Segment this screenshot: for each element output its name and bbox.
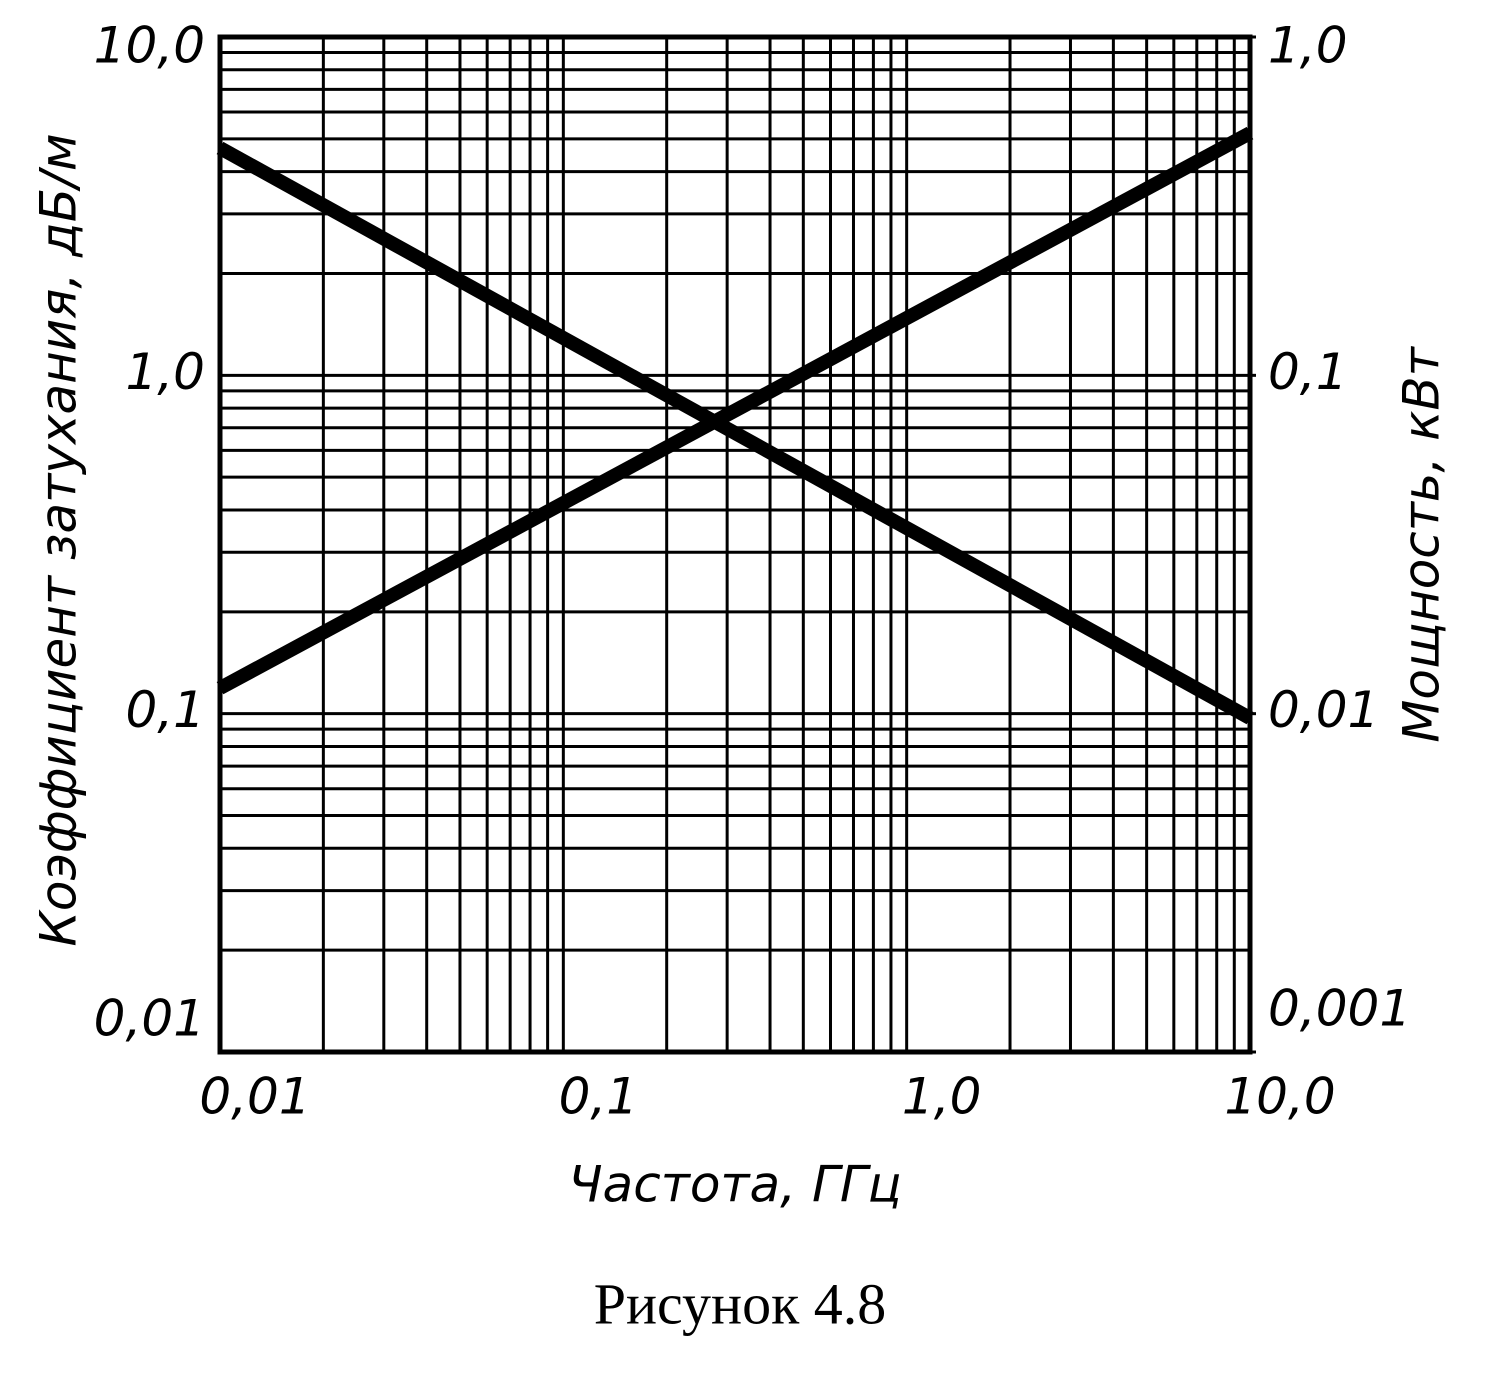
caption: Рисунок 4.8 bbox=[594, 1271, 887, 1336]
line bbox=[216, 141, 1254, 725]
y2-tick-label: 0,01 bbox=[1268, 681, 1379, 739]
y-tick-label: 1,0 bbox=[125, 343, 205, 401]
line bbox=[216, 126, 1254, 695]
x-tick-label: 10,0 bbox=[1224, 1068, 1335, 1126]
x-tick-label: 0,01 bbox=[199, 1068, 310, 1126]
x-tick-label: 0,1 bbox=[559, 1068, 639, 1126]
y2-tick-label: 0,1 bbox=[1268, 343, 1348, 401]
y-tick-label: 0,1 bbox=[125, 681, 205, 739]
y-tick-label: 0,01 bbox=[94, 990, 205, 1048]
x-tick-label: 1,0 bbox=[902, 1068, 982, 1126]
y-axis-label: Коэффициент затухания, дБ/м bbox=[30, 133, 88, 946]
y-tick-label: 10,0 bbox=[94, 17, 205, 75]
plot-frame bbox=[217, 34, 1253, 1055]
y2-tick-label: 0,001 bbox=[1268, 980, 1411, 1038]
x-axis-label: Частота, ГГц bbox=[568, 1156, 901, 1214]
y2-tick-label: 1,0 bbox=[1268, 17, 1348, 75]
y2-axis-label: Мощность, кВт bbox=[1393, 345, 1451, 742]
